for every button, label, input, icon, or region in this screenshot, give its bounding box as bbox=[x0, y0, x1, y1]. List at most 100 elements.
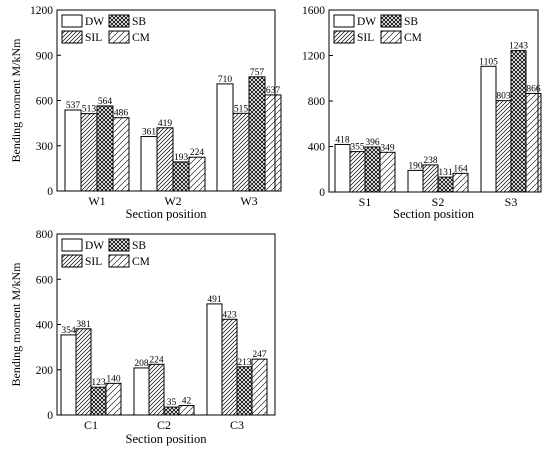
bar-sb-w3 bbox=[248, 76, 266, 192]
legend-label-sb: SB bbox=[404, 16, 418, 28]
bar-sb-s1 bbox=[364, 146, 381, 193]
bar-value-label: 164 bbox=[453, 164, 468, 174]
bar-value-label: 710 bbox=[218, 75, 233, 85]
x-axis-title: Section position bbox=[126, 207, 208, 221]
bar-value-label: 486 bbox=[114, 109, 129, 119]
bar-sil-w3 bbox=[232, 112, 250, 192]
bar-sil-c1 bbox=[75, 328, 92, 416]
y-tick-label: 800 bbox=[308, 96, 326, 108]
bar-value-label: 35 bbox=[167, 398, 177, 408]
bar-cm-w1 bbox=[112, 117, 130, 192]
bar-value-label: 515 bbox=[234, 104, 249, 114]
y-tick-label: 300 bbox=[36, 141, 54, 153]
x-tick-label: C3 bbox=[230, 418, 244, 432]
bar-sb-s2 bbox=[437, 176, 454, 193]
bar-value-label: 190 bbox=[408, 161, 423, 171]
bar-sb-w2 bbox=[172, 161, 190, 192]
legend-swatch-sb bbox=[380, 14, 402, 28]
bar-value-label: 354 bbox=[61, 326, 76, 336]
y-tick-label: 400 bbox=[36, 320, 54, 332]
legend-swatch-sil bbox=[333, 30, 355, 44]
bar-value-label: 208 bbox=[134, 359, 149, 369]
y-tick-label: 400 bbox=[308, 142, 326, 154]
bar-value-label: 123 bbox=[91, 378, 106, 388]
bar-value-label: 361 bbox=[142, 128, 157, 138]
bar-sil-c2 bbox=[148, 363, 165, 416]
bar-dw-w1 bbox=[64, 109, 82, 192]
bar-dw-c3 bbox=[206, 303, 223, 416]
bar-value-label: 131 bbox=[438, 168, 453, 178]
x-tick-label: S1 bbox=[359, 195, 372, 209]
y-tick-label: 1200 bbox=[30, 5, 53, 17]
y-tick-label: 0 bbox=[47, 410, 53, 422]
bar-dw-s1 bbox=[334, 143, 351, 193]
y-tick-label: 200 bbox=[36, 365, 54, 377]
bar-dw-s2 bbox=[407, 169, 424, 193]
bar-value-label: 1105 bbox=[479, 57, 498, 67]
x-tick-label: S3 bbox=[505, 195, 518, 209]
legend-label-cm: CM bbox=[132, 32, 150, 44]
legend-label-dw: DW bbox=[357, 16, 376, 28]
bar-cm-w2 bbox=[188, 156, 206, 192]
bar-value-label: 224 bbox=[149, 355, 164, 365]
bar-value-label: 423 bbox=[222, 310, 237, 320]
bar-dw-c1 bbox=[60, 334, 77, 416]
bar-dw-s3 bbox=[480, 65, 497, 193]
bar-cm-c1 bbox=[105, 382, 122, 416]
legend-swatch-sb bbox=[108, 14, 130, 28]
bar-cm-w3 bbox=[264, 94, 282, 192]
bar-value-label: 637 bbox=[266, 86, 281, 96]
bar-value-label: 140 bbox=[106, 374, 121, 384]
x-tick-label: W2 bbox=[164, 194, 181, 208]
bar-dw-w3 bbox=[216, 83, 234, 192]
bar-sb-c3 bbox=[236, 366, 253, 416]
y-tick-label: 1200 bbox=[302, 51, 325, 63]
bar-value-label: 491 bbox=[207, 295, 222, 305]
legend-label-sb: SB bbox=[132, 16, 146, 28]
legend-swatch-dw bbox=[61, 14, 83, 28]
bar-value-label: 238 bbox=[423, 156, 438, 166]
y-tick-label: 0 bbox=[319, 187, 325, 199]
bar-cm-c2 bbox=[178, 404, 195, 416]
x-tick-label: S2 bbox=[432, 195, 445, 209]
bar-value-label: 42 bbox=[182, 396, 192, 406]
bar-sil-c3 bbox=[221, 318, 238, 416]
bar-sil-s1 bbox=[349, 151, 366, 193]
bar-value-label: 419 bbox=[158, 119, 173, 129]
y-tick-label: 1600 bbox=[302, 5, 325, 17]
x-tick-label: W3 bbox=[240, 194, 257, 208]
bar-sil-s3 bbox=[495, 100, 512, 193]
legend-swatch-cm bbox=[108, 30, 130, 44]
bar-value-label: 355 bbox=[350, 143, 365, 153]
bar-value-label: 193 bbox=[174, 153, 189, 163]
legend-label-cm: CM bbox=[132, 256, 150, 268]
bar-value-label: 537 bbox=[66, 101, 81, 111]
legend-swatch-dw bbox=[333, 14, 355, 28]
legend-label-cm: CM bbox=[404, 32, 422, 44]
bar-dw-c2 bbox=[133, 367, 150, 416]
bar-value-label: 1243 bbox=[509, 42, 528, 52]
bar-dw-w2 bbox=[140, 136, 158, 192]
legend-label-sil: SIL bbox=[357, 32, 374, 44]
legend-swatch-sil bbox=[61, 30, 83, 44]
x-axis-title: Section position bbox=[393, 207, 475, 221]
bar-sb-c1 bbox=[90, 386, 107, 416]
bar-value-label: 564 bbox=[98, 97, 113, 107]
bar-value-label: 213 bbox=[237, 358, 252, 368]
bar-value-label: 247 bbox=[252, 350, 267, 360]
y-tick-label: 0 bbox=[47, 186, 53, 198]
legend-swatch-dw bbox=[61, 238, 83, 252]
bar-value-label: 396 bbox=[365, 138, 380, 148]
y-axis-title: Bending moment M/kNm bbox=[9, 38, 23, 163]
bar-sb-w1 bbox=[96, 105, 114, 192]
y-tick-label: 800 bbox=[36, 229, 54, 241]
legend-swatch-cm bbox=[108, 254, 130, 268]
bar-cm-s1 bbox=[379, 151, 396, 193]
bar-sil-s2 bbox=[422, 164, 439, 193]
y-tick-label: 600 bbox=[36, 274, 54, 286]
bar-cm-c3 bbox=[251, 358, 268, 416]
x-tick-label: C2 bbox=[157, 418, 171, 432]
bar-value-label: 418 bbox=[335, 135, 350, 145]
